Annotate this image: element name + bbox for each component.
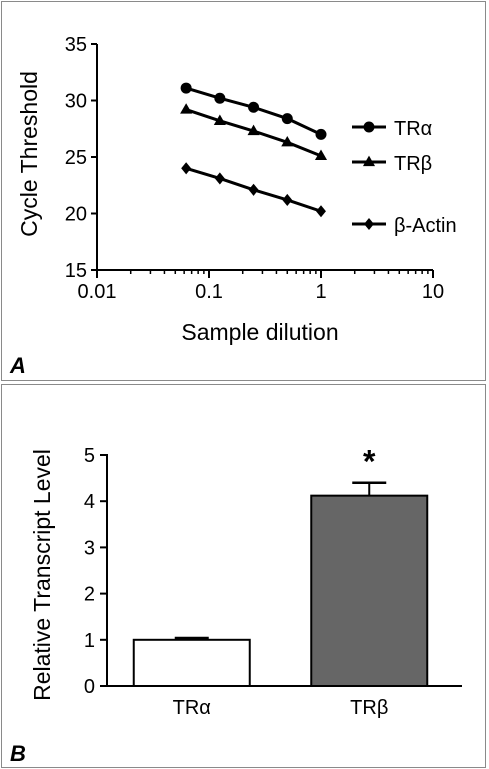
y-tick-label: 0 bbox=[84, 676, 95, 698]
x-tick-label: 0.1 bbox=[195, 281, 223, 303]
data-point bbox=[213, 114, 226, 125]
y-tick-label: 35 bbox=[65, 34, 87, 56]
data-point bbox=[181, 162, 192, 175]
bar-chart: 0 1 2 3 4 5 TRα TRβ * Relative Transcript Level… bbox=[10, 444, 462, 766]
data-point bbox=[282, 193, 293, 206]
data-point bbox=[214, 92, 226, 104]
series-circle bbox=[180, 82, 327, 140]
y-tick-label: 25 bbox=[65, 147, 87, 169]
significance-marker: * bbox=[363, 444, 376, 480]
panel-b: 0 1 2 3 4 5 TRα TRβ * Relative Transcript Level… bbox=[1, 384, 486, 768]
legend: TRα TRβ β-Actin bbox=[352, 118, 457, 237]
bars-group: TRα TRβ * bbox=[132, 444, 429, 719]
data-point bbox=[364, 217, 374, 231]
data-point bbox=[316, 205, 326, 218]
bar-group: TRβ * bbox=[310, 444, 429, 719]
bar bbox=[310, 494, 429, 687]
series-group bbox=[180, 82, 328, 218]
data-point bbox=[248, 101, 260, 113]
x-tick-label: 1 bbox=[315, 281, 326, 303]
series-diamond bbox=[181, 162, 326, 218]
data-point bbox=[214, 172, 225, 185]
panel-letter-a: A bbox=[9, 353, 26, 378]
y-tick-label: 2 bbox=[84, 584, 95, 606]
axes: 15 20 25 30 35 0.01 0.1 1 10 bbox=[65, 34, 444, 303]
line-chart: 15 20 25 30 35 0.01 0.1 1 10 TRα TRβ β-Actin Sampl… bbox=[9, 34, 457, 378]
x-tick-label: TRβ bbox=[350, 697, 388, 719]
y-tick-label: 5 bbox=[84, 445, 95, 467]
y-tick-label: 20 bbox=[65, 204, 87, 226]
x-tick-label: 0.01 bbox=[78, 281, 117, 303]
x-tick-label: TRα bbox=[173, 697, 211, 719]
y-tick-label: 30 bbox=[65, 91, 87, 113]
bar bbox=[132, 638, 251, 688]
legend-label: TRβ bbox=[394, 153, 432, 175]
data-point bbox=[281, 135, 294, 147]
data-point bbox=[315, 128, 327, 140]
data-point bbox=[314, 149, 328, 160]
legend-label: β-Actin bbox=[394, 215, 457, 237]
bar-group: TRα bbox=[132, 636, 251, 719]
y-tick-label: 1 bbox=[84, 630, 95, 652]
data-point bbox=[248, 183, 259, 196]
y-axis-label: Cycle Threshold bbox=[16, 71, 42, 237]
panel-a: 15 20 25 30 35 0.01 0.1 1 10 TRα TRβ β-Actin Sampl… bbox=[1, 1, 486, 381]
data-point bbox=[362, 155, 376, 167]
data-point bbox=[180, 82, 192, 94]
y-tick-label: 3 bbox=[84, 537, 95, 559]
y-tick-label: 15 bbox=[65, 260, 87, 282]
data-point bbox=[180, 103, 193, 114]
x-axis-label: Sample dilution bbox=[181, 319, 338, 345]
y-tick-label: 4 bbox=[84, 491, 95, 513]
x-tick-label: 10 bbox=[422, 281, 444, 303]
series-triangle bbox=[180, 103, 328, 160]
y-axis-label: Relative Transcript Level bbox=[29, 449, 55, 701]
data-point bbox=[247, 124, 260, 136]
data-point bbox=[281, 113, 293, 125]
data-point bbox=[363, 121, 375, 133]
panel-letter-b: B bbox=[10, 741, 26, 766]
legend-label: TRα bbox=[394, 118, 432, 140]
